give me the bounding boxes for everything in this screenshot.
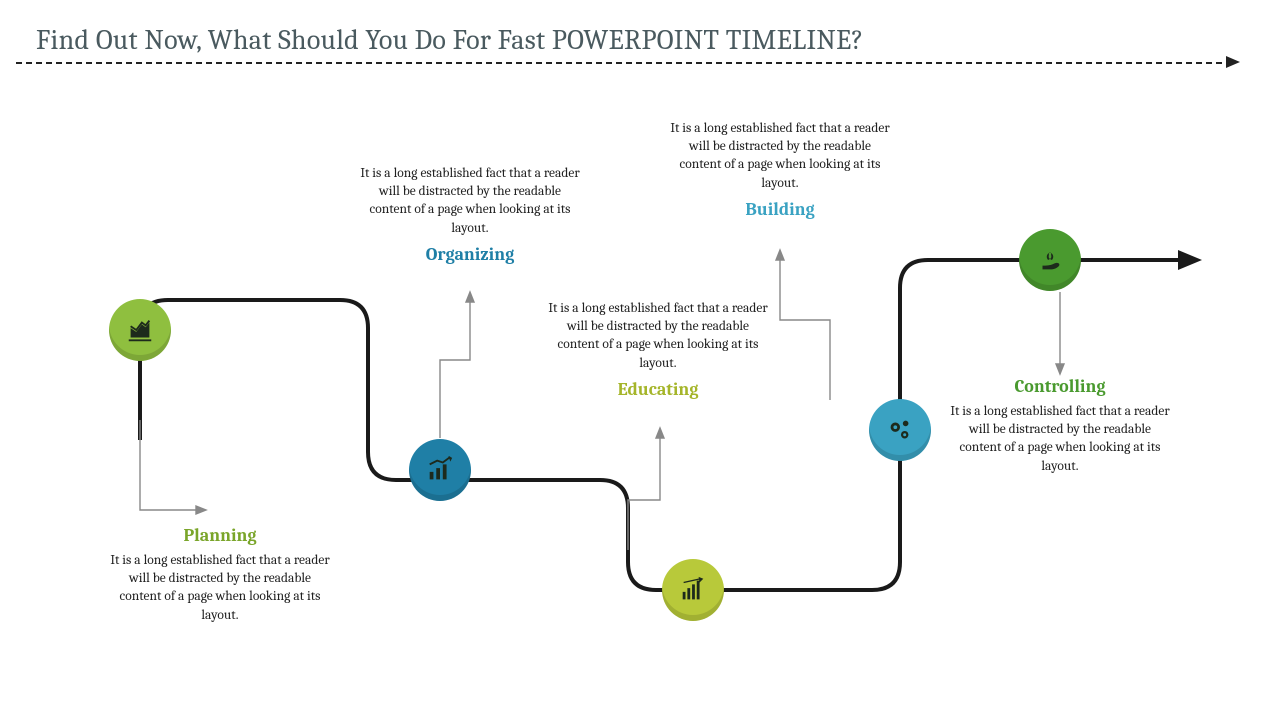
step-body: It is a long established fact that a rea… xyxy=(360,165,580,238)
step-title: Planning xyxy=(110,525,330,546)
step-building: It is a long established fact that a rea… xyxy=(670,120,890,226)
step-body: It is a long established fact that a rea… xyxy=(110,552,330,625)
plant-hand-icon xyxy=(1035,245,1065,275)
bar-arrow-icon xyxy=(678,575,708,605)
slide-canvas: Find Out Now, What Should You Do For Fas… xyxy=(0,0,1280,720)
step-body: It is a long established fact that a rea… xyxy=(950,403,1170,476)
step-organizing: It is a long established fact that a rea… xyxy=(360,165,580,271)
step-body: It is a long established fact that a rea… xyxy=(548,300,768,373)
node-controlling xyxy=(1019,229,1081,291)
gears-icon xyxy=(885,415,915,445)
node-planning xyxy=(109,299,171,361)
step-controlling: Controlling It is a long established fac… xyxy=(950,376,1170,476)
node-organizing xyxy=(409,439,471,501)
chart-trend-icon xyxy=(125,315,155,345)
step-planning: Planning It is a long established fact t… xyxy=(110,525,330,625)
timeline-arrowhead-icon xyxy=(1178,250,1202,270)
node-building xyxy=(869,399,931,461)
chart-growth-icon xyxy=(425,455,455,485)
step-title: Controlling xyxy=(950,376,1170,397)
step-title: Organizing xyxy=(360,244,580,265)
slide-title: Find Out Now, What Should You Do For Fas… xyxy=(36,24,864,56)
header-dashed-line xyxy=(16,62,1222,64)
node-educating xyxy=(662,559,724,621)
step-educating: It is a long established fact that a rea… xyxy=(548,300,768,406)
step-title: Educating xyxy=(548,379,768,400)
step-title: Building xyxy=(670,199,890,220)
step-body: It is a long established fact that a rea… xyxy=(670,120,890,193)
header-arrow-icon xyxy=(1226,56,1240,68)
